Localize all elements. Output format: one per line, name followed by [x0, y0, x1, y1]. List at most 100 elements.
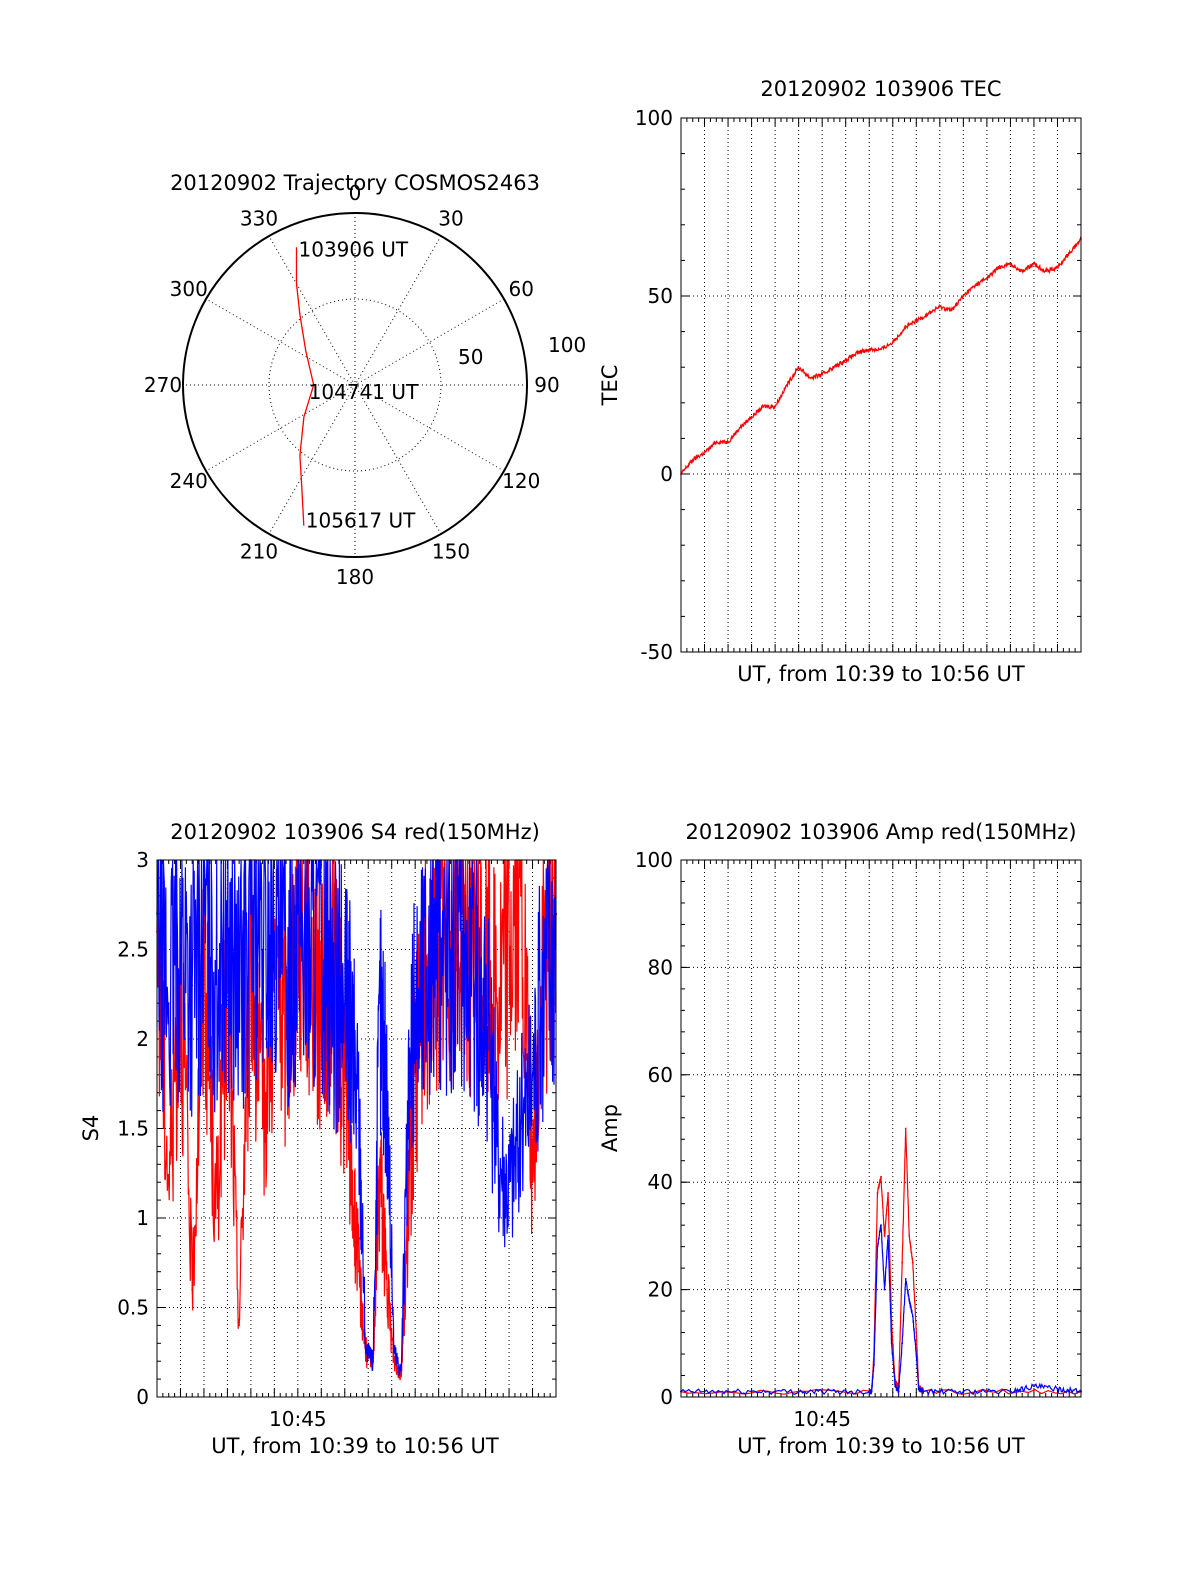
y-tick-label: 100 — [635, 848, 673, 872]
y-tick-label: 0.5 — [117, 1296, 149, 1320]
data-point-blue — [191, 984, 194, 987]
data-point-blue — [887, 1235, 889, 1237]
y-tick-label: 3 — [136, 848, 149, 872]
s4-title: 20120902 103906 S4 red(150MHz) — [170, 820, 540, 844]
amp-xlabel: UT, from 10:39 to 10:56 UT — [737, 1434, 1025, 1458]
polar-angle-tick-90: 90 — [534, 373, 559, 397]
polar-angle-tick-150: 150 — [432, 539, 470, 563]
data-point-red — [393, 1360, 395, 1363]
data-point-red — [887, 1192, 889, 1194]
y-tick-label: 2 — [136, 1027, 149, 1051]
data-point-red — [880, 348, 882, 351]
y-tick-label: 1.5 — [117, 1117, 149, 1141]
data-point-blue — [386, 1091, 388, 1094]
data-point-blue — [508, 1181, 510, 1184]
data-point-blue — [904, 1277, 907, 1280]
data-point-red — [880, 1175, 882, 1178]
data-point-red — [974, 284, 977, 287]
s4-panel: 20120902 103906 S4 red(150MHz) S4 UT, fr… — [79, 820, 557, 1458]
y-tick-label: 2.5 — [117, 938, 149, 962]
x-tick-label: 10:45 — [269, 1407, 327, 1431]
polar-angle-tick-270: 270 — [144, 373, 182, 397]
data-point-red — [868, 348, 871, 351]
data-point-blue — [308, 948, 311, 951]
data-point-blue — [414, 1002, 417, 1005]
data-point-blue — [343, 1002, 346, 1005]
data-point-red — [997, 266, 1000, 269]
data-point-red — [950, 309, 953, 312]
polar-angle-tick-60: 60 — [509, 277, 534, 301]
data-point-blue — [1033, 1385, 1035, 1388]
tec-ylabel: TEC — [598, 365, 622, 407]
data-point-red — [715, 441, 718, 443]
data-point-blue — [774, 1390, 777, 1393]
series-line-blue — [680, 1225, 1082, 1396]
polar-inner-circle — [268, 298, 442, 472]
polar-angle-tick-180: 180 — [336, 565, 374, 589]
data-point-red — [519, 894, 522, 897]
data-point-blue — [461, 930, 464, 933]
s4-xlabel: UT, from 10:39 to 10:56 UT — [211, 1434, 499, 1458]
y-tick-label: 80 — [648, 955, 673, 979]
tec-xlabel: UT, from 10:39 to 10:56 UT — [737, 662, 1025, 686]
polar-title: 20120902 Trajectory COSMOS2463 — [170, 171, 540, 195]
data-point-red — [1044, 270, 1047, 272]
data-point-red — [908, 1235, 911, 1237]
data-point-red — [962, 295, 965, 297]
data-point-red — [927, 312, 929, 315]
data-point-red — [414, 1073, 417, 1076]
data-point-blue — [531, 1073, 534, 1076]
data-point-blue — [449, 948, 452, 951]
data-point-red — [400, 1374, 402, 1377]
data-point-red — [249, 930, 252, 933]
data-point-blue — [880, 1224, 882, 1227]
data-point-red — [938, 305, 941, 308]
data-point-blue — [350, 1038, 353, 1040]
data-point-blue — [203, 912, 205, 915]
polar-spokes — [183, 213, 527, 557]
data-point-blue — [915, 1353, 918, 1355]
data-point-red — [1009, 263, 1012, 265]
trajectory-line — [295, 247, 315, 526]
data-point-blue — [917, 1388, 920, 1390]
data-point-blue — [870, 1390, 873, 1393]
data-point-red — [985, 277, 988, 280]
data-point-red — [809, 376, 812, 379]
data-point-blue — [876, 1245, 879, 1248]
data-point-red — [261, 1127, 264, 1130]
data-point-blue — [400, 1369, 402, 1372]
data-point-blue — [261, 948, 264, 951]
y-tick-label: 20 — [648, 1278, 673, 1302]
data-point-red — [386, 1288, 388, 1291]
y-tick-label: 0 — [660, 462, 673, 486]
data-point-blue — [393, 1351, 395, 1354]
series-line-red — [680, 236, 1082, 475]
data-point-blue — [1056, 1388, 1059, 1390]
data-point-blue — [285, 966, 287, 969]
data-point-blue — [484, 1002, 487, 1005]
data-point-blue — [890, 1342, 893, 1345]
data-point-blue — [727, 1390, 729, 1393]
x-tick-label: 10:45 — [793, 1407, 851, 1431]
y-tick-label: -50 — [640, 640, 673, 664]
data-point-red — [738, 426, 741, 429]
data-point-blue — [908, 1299, 911, 1302]
data-point-red — [508, 930, 510, 933]
amp-title: 20120902 103906 Amp red(150MHz) — [685, 820, 1076, 844]
y-tick-label: 60 — [648, 1063, 673, 1087]
y-tick-label: 40 — [648, 1170, 673, 1194]
polar-spoke — [268, 235, 442, 535]
data-point-red — [1056, 266, 1059, 269]
trajectory-end-label: 105617 UT — [306, 509, 416, 533]
data-point-red — [883, 1235, 886, 1237]
polar-angle-tick-240: 240 — [170, 469, 208, 493]
data-point-blue — [894, 1385, 897, 1388]
data-point-blue — [426, 966, 428, 969]
data-point-blue — [238, 1002, 241, 1005]
data-point-red — [762, 405, 765, 408]
data-point-red — [911, 1261, 914, 1264]
data-point-blue — [519, 1127, 522, 1130]
data-point-red — [727, 441, 729, 443]
data-point-blue — [901, 1342, 904, 1345]
